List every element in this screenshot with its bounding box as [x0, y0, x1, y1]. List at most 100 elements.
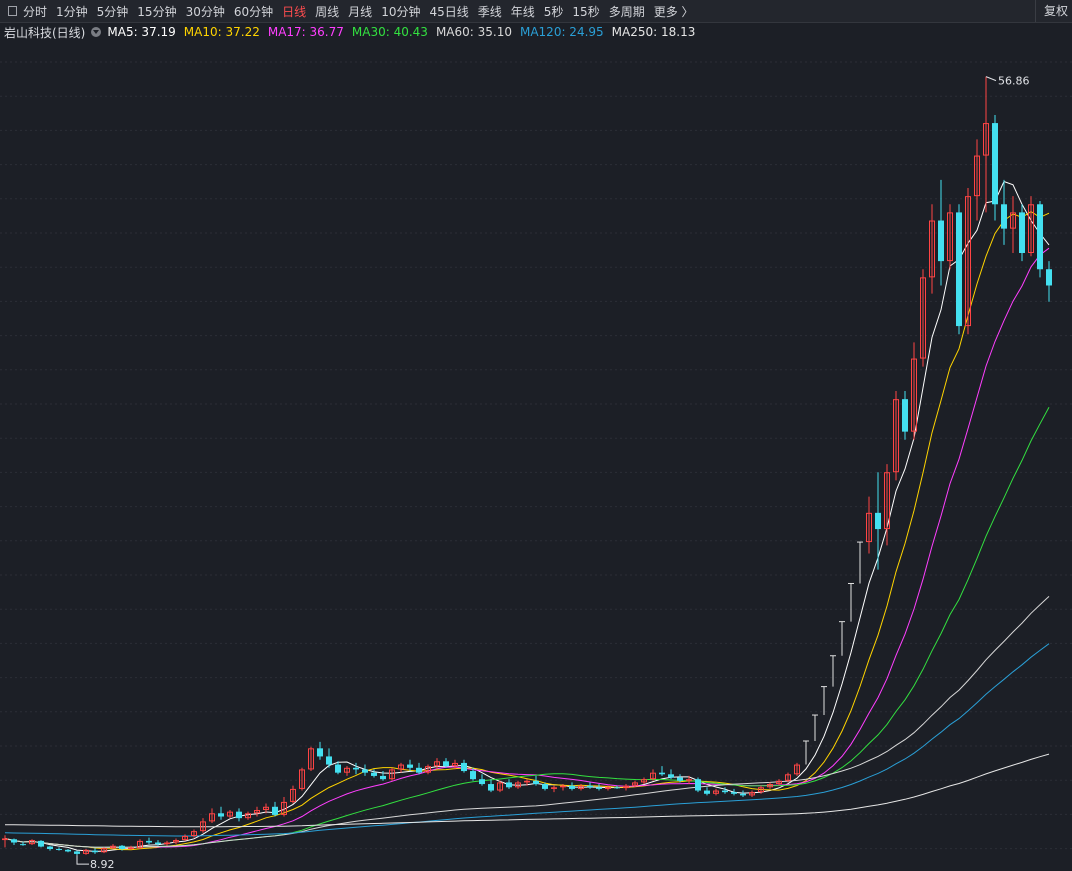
candle-body [308, 748, 314, 770]
period-tab[interactable]: 15分钟 [137, 4, 177, 19]
candle-body [668, 774, 674, 778]
candle-body [470, 771, 476, 780]
candle-body [749, 792, 755, 796]
candle-body [443, 761, 449, 767]
candle-body [434, 761, 440, 767]
period-tab[interactable]: 5分钟 [96, 4, 129, 19]
candle-body [353, 767, 359, 770]
candle-body [623, 785, 629, 789]
candle-body [659, 772, 665, 775]
candle-body [767, 784, 773, 788]
candle-body [542, 784, 548, 789]
candle-body [110, 845, 116, 849]
candle-body [497, 782, 503, 791]
candle-body [299, 769, 305, 789]
candle-body [11, 839, 17, 843]
candle-body [245, 813, 251, 819]
period-tab[interactable]: 多周期 [608, 4, 645, 19]
candle-body [326, 756, 332, 765]
period-tab[interactable]: 30分钟 [185, 4, 225, 19]
candle-body [947, 212, 953, 262]
ma-legend-value: MA17: 36.77 [267, 25, 344, 39]
candle-body [686, 779, 692, 781]
moving-average-lines [4, 180, 1050, 852]
candle-body [704, 790, 710, 794]
candle-body [155, 842, 161, 845]
candle-body [335, 764, 341, 773]
candle-body [506, 782, 512, 788]
period-tab[interactable]: 日线 [282, 4, 307, 19]
period-tab[interactable]: 周线 [315, 4, 340, 19]
candle-body [1028, 204, 1034, 253]
period-tab[interactable]: 分时 [23, 4, 48, 19]
high-pointer [985, 76, 997, 82]
candle-body [740, 793, 746, 796]
ma-legend-value: MA60: 35.10 [435, 25, 512, 39]
candle-body [695, 779, 701, 791]
adjust-rights-button[interactable]: 复权 [1034, 0, 1072, 22]
panel-toggle-icon[interactable] [8, 6, 17, 16]
period-tab[interactable]: 10分钟 [381, 4, 421, 19]
candle-body [722, 790, 728, 793]
period-tab[interactable]: 季线 [477, 4, 502, 19]
candle-body [1010, 212, 1016, 229]
candle-body [713, 790, 719, 794]
candle-body [614, 787, 620, 789]
ma-legend-value: MA10: 37.22 [183, 25, 260, 39]
candle-body [974, 155, 980, 197]
candle-body [578, 785, 584, 789]
ma5-line [4, 180, 1050, 852]
candle-body [479, 779, 485, 785]
candle-body [1001, 204, 1007, 229]
candle-body [389, 769, 395, 780]
candle-body [236, 811, 242, 819]
candle-body [983, 123, 989, 156]
period-toolbar: 分时 1分钟 5分钟 15分钟 30分钟 60分钟 日线 周线 月线 10分钟 45日线 季线 年线 5秒… [0, 0, 1072, 23]
candle-body [866, 512, 872, 543]
legend-collapse-icon[interactable] [91, 27, 102, 37]
ma-legend-value: MA120: 24.95 [519, 25, 604, 39]
candle-body [884, 472, 890, 530]
candle-body [596, 787, 602, 789]
candle-body [641, 779, 647, 783]
candle-body [92, 850, 98, 853]
kline-chart[interactable]: 56.86 8.92 [0, 42, 1072, 871]
candle-body [65, 849, 71, 852]
candle-body [380, 775, 386, 780]
candle-body [1019, 212, 1025, 253]
period-tab[interactable]: 更多 〉 [653, 4, 694, 19]
period-tab[interactable]: 月线 [348, 4, 373, 19]
candle-body [227, 811, 233, 817]
candle-body [902, 399, 908, 432]
candle-body [47, 846, 53, 850]
chart-title: 岩山科技(日线) [4, 25, 86, 40]
ma250-line [4, 753, 1050, 828]
period-tab[interactable]: 1分钟 [56, 4, 88, 19]
ma-legend-value: MA250: 18.13 [611, 25, 696, 39]
candle-body [632, 782, 638, 786]
candle-body [965, 196, 971, 327]
candle-body [524, 780, 530, 783]
ma10-line [4, 211, 1050, 851]
candle-body [587, 785, 593, 788]
candle-body [425, 766, 431, 773]
candle-body [101, 848, 107, 853]
period-tab[interactable]: 60分钟 [233, 4, 274, 19]
candle-body [650, 772, 656, 780]
ma-values: MA5: 37.19 MA10: 37.22 MA17: 36.77 MA30: 40… [107, 25, 703, 39]
high-price-label: 56.86 [998, 75, 1030, 88]
period-tabs: 分时 1分钟 5分钟 15分钟 30分钟 60分钟 日线 周线 月线 10分钟 45日线 季线 年线 5秒… [23, 3, 703, 20]
candle-body [560, 785, 566, 788]
ma-legend-value: MA5: 37.19 [107, 25, 176, 39]
period-tab[interactable]: 5秒 [543, 4, 564, 19]
candle-body [362, 769, 368, 773]
candle-body [290, 788, 296, 802]
candle-body [38, 840, 44, 847]
period-tab[interactable]: 15秒 [572, 4, 600, 19]
period-tab[interactable]: 45日线 [429, 4, 469, 19]
candle-body [461, 762, 467, 772]
candle-body [218, 813, 224, 817]
candle-body [929, 220, 935, 278]
candle-body [128, 847, 134, 850]
period-tab[interactable]: 年线 [510, 4, 535, 19]
